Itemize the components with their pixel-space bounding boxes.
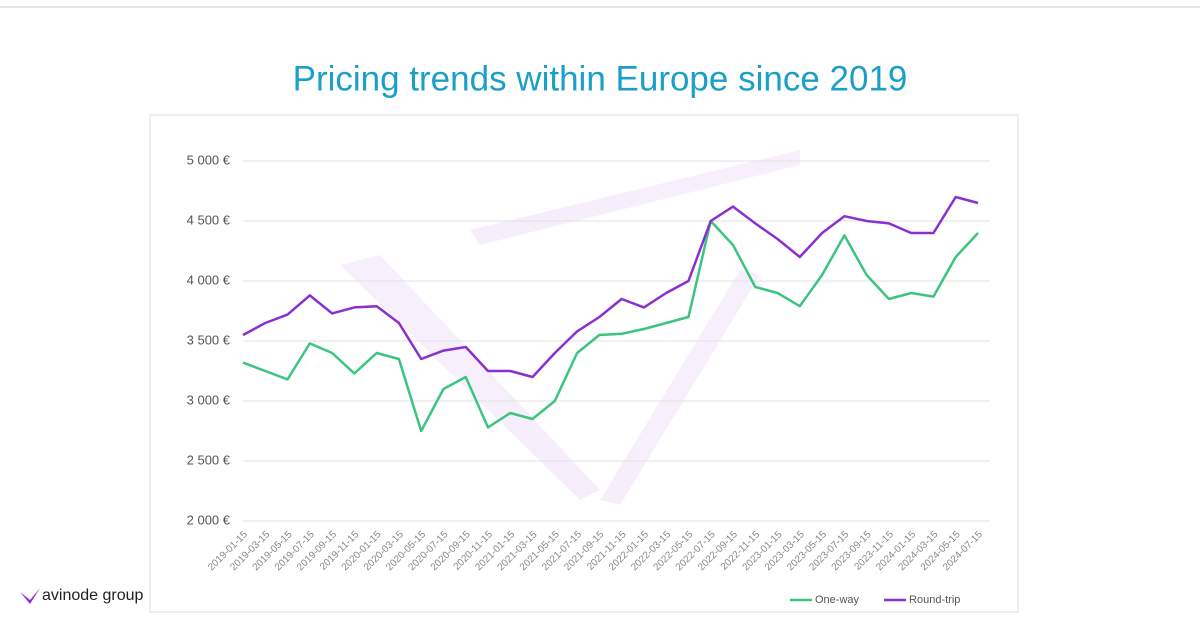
y-tick-label: 5 000 € [187, 152, 231, 167]
y-tick-label: 3 500 € [187, 332, 231, 347]
legend-label: One-way [815, 594, 860, 606]
watermark [340, 150, 800, 505]
y-tick-label: 4 000 € [187, 272, 231, 287]
legend-label: Round-trip [909, 594, 960, 606]
y-tick-label: 2 500 € [187, 452, 231, 467]
series-line [242, 195, 979, 379]
brand-name: avinode group [42, 587, 144, 604]
series-line [242, 219, 979, 433]
y-tick-label: 2 000 € [187, 512, 231, 527]
brand-logo: avinode group [20, 587, 144, 604]
y-tick-label: 4 500 € [187, 212, 231, 227]
chart-title: Pricing trends within Europe since 2019 [293, 59, 908, 98]
chart-frame [149, 114, 1019, 613]
y-tick-label: 3 000 € [187, 392, 231, 407]
